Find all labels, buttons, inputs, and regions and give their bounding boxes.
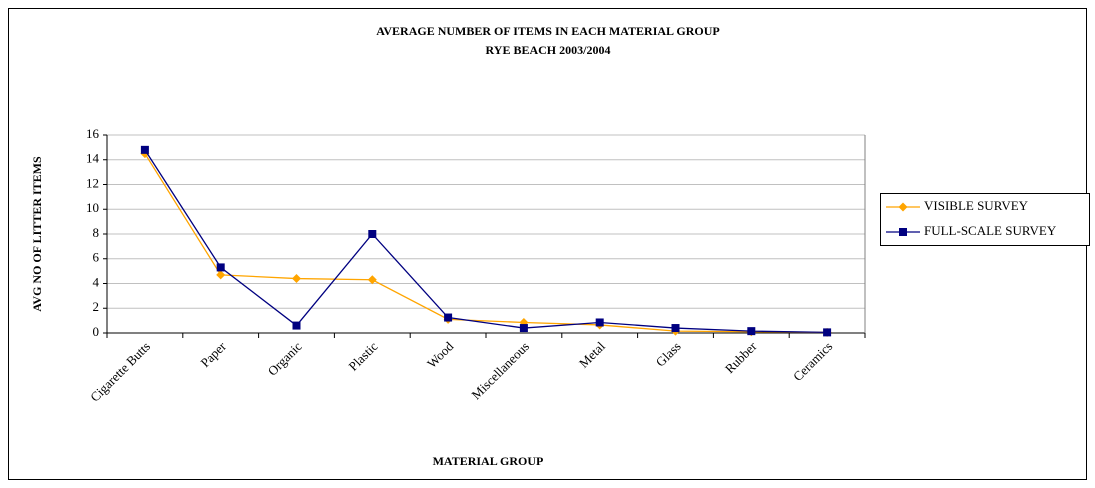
point [368, 230, 377, 238]
y-tick-label: 6 [93, 250, 100, 265]
y-axis-label: AVG NO OF LITTER ITEMS [30, 156, 44, 312]
point [823, 328, 832, 337]
point [292, 274, 301, 284]
point [671, 324, 680, 333]
point [899, 228, 907, 236]
y-tick-label: 10 [86, 200, 99, 215]
point [367, 275, 377, 285]
legend-label: VISIBLE SURVEY [924, 198, 1029, 213]
line [144, 153, 828, 334]
point [292, 321, 301, 330]
legend-box [880, 193, 1090, 246]
point [519, 324, 528, 333]
y-tick-label: 12 [86, 175, 99, 190]
point [898, 202, 908, 212]
y-tick-label: 2 [93, 299, 100, 314]
y-tick-label: 4 [93, 274, 100, 289]
x-axis-label: MATERIAL GROUP [433, 454, 544, 468]
y-tick-label: 14 [86, 151, 100, 166]
point [747, 327, 756, 336]
y-tick-label: 16 [86, 126, 100, 141]
line [144, 149, 828, 334]
legend-label: FULL-SCALE SURVEY [924, 223, 1057, 238]
point [140, 145, 149, 154]
y-tick-label: 0 [93, 324, 100, 339]
y-tick-label: 8 [93, 225, 100, 240]
point [216, 270, 226, 280]
chart-title: AVERAGE NUMBER OF ITEMS IN EACH MATERIAL… [376, 24, 719, 38]
point [595, 318, 604, 327]
point [216, 263, 225, 272]
chart-subtitle: RYE BEACH 2003/2004 [486, 43, 611, 57]
point [444, 313, 453, 322]
